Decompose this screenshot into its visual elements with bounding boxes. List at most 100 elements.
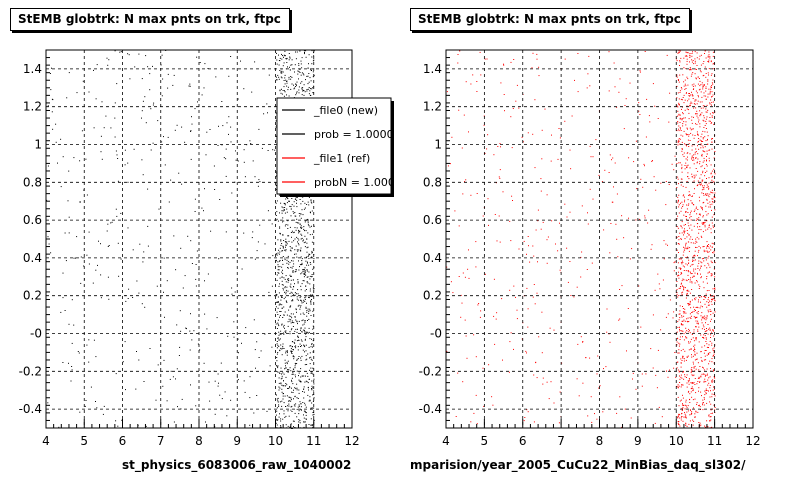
data-point [276,394,277,396]
data-point [708,344,710,346]
data-point [303,388,305,390]
data-point [678,271,679,273]
data-point [291,267,293,269]
data-point [635,388,637,390]
data-point [711,209,712,211]
data-point [709,352,711,354]
data-point [166,280,168,282]
data-point [281,400,283,402]
data-point [296,408,298,410]
data-point [691,289,693,290]
data-point [194,108,196,110]
data-point [289,293,291,294]
right-plot: 4 5 6 7 8 9 10 11 12-0.4-0.2-00.20.40.60.811.21.… [419,49,761,448]
data-point [142,100,144,102]
data-point [690,338,692,340]
data-point [184,275,186,277]
data-point [678,206,680,208]
data-point [700,357,702,359]
data-point [699,297,701,298]
data-point [309,278,311,280]
data-point [503,63,504,65]
data-point [499,177,501,179]
data-point [114,50,116,52]
data-point [686,294,688,296]
data-point [286,301,288,303]
data-point [298,404,300,406]
data-point [671,163,673,165]
data-point [275,79,277,81]
data-point [225,231,227,233]
y-tick-label: -0.2 [419,364,442,378]
data-point [695,151,697,153]
data-point [279,401,281,403]
data-point [682,311,684,313]
data-point [587,223,589,225]
data-point [226,415,228,417]
data-point [683,102,685,104]
data-point [280,426,282,428]
data-point [708,251,710,253]
data-point [677,200,679,202]
data-point [304,202,306,204]
data-point [678,140,680,142]
data-point [286,350,288,352]
data-point [692,382,694,384]
data-point [299,306,301,308]
left-x-axis-label: st_physics_6083006_raw_1040002 [122,458,352,472]
data-point [714,407,716,408]
x-tick-label: 7 [557,434,565,448]
data-point [707,61,709,62]
data-point [680,272,682,273]
data-point [702,141,704,142]
data-point [278,416,280,418]
data-point [297,335,299,337]
data-point [710,334,712,336]
data-point [710,99,712,101]
data-point [277,337,279,339]
data-point [465,335,467,337]
data-point [694,255,696,257]
data-point [68,323,70,325]
data-point [297,336,299,338]
data-point [696,236,698,238]
data-point [48,243,50,245]
data-point [281,58,283,60]
data-point [299,215,301,217]
data-point [705,350,707,351]
data-point [690,413,692,415]
data-point [57,162,58,164]
data-point [298,410,300,412]
data-point [705,389,707,391]
data-point [697,377,699,379]
data-point [195,285,197,287]
data-point [455,416,457,417]
data-point [71,369,73,371]
data-point [155,399,157,401]
data-point [305,350,307,352]
data-point [158,208,160,210]
data-point [278,334,280,336]
data-point [550,381,552,383]
data-point [692,260,693,262]
data-point [259,181,261,183]
data-point [688,143,690,145]
data-point [678,113,680,115]
data-point [311,338,312,340]
data-point [312,60,314,62]
data-point [279,311,281,312]
data-point [691,84,693,86]
data-point [681,416,683,418]
data-point [521,136,523,138]
data-point [147,188,149,190]
data-point [306,310,308,311]
data-point [703,115,705,117]
data-point [312,328,314,330]
data-point [714,289,716,291]
data-point [679,118,681,120]
data-point [284,90,285,92]
data-point [299,420,301,422]
data-point [676,187,678,188]
data-point [291,341,293,343]
data-point [500,146,501,148]
